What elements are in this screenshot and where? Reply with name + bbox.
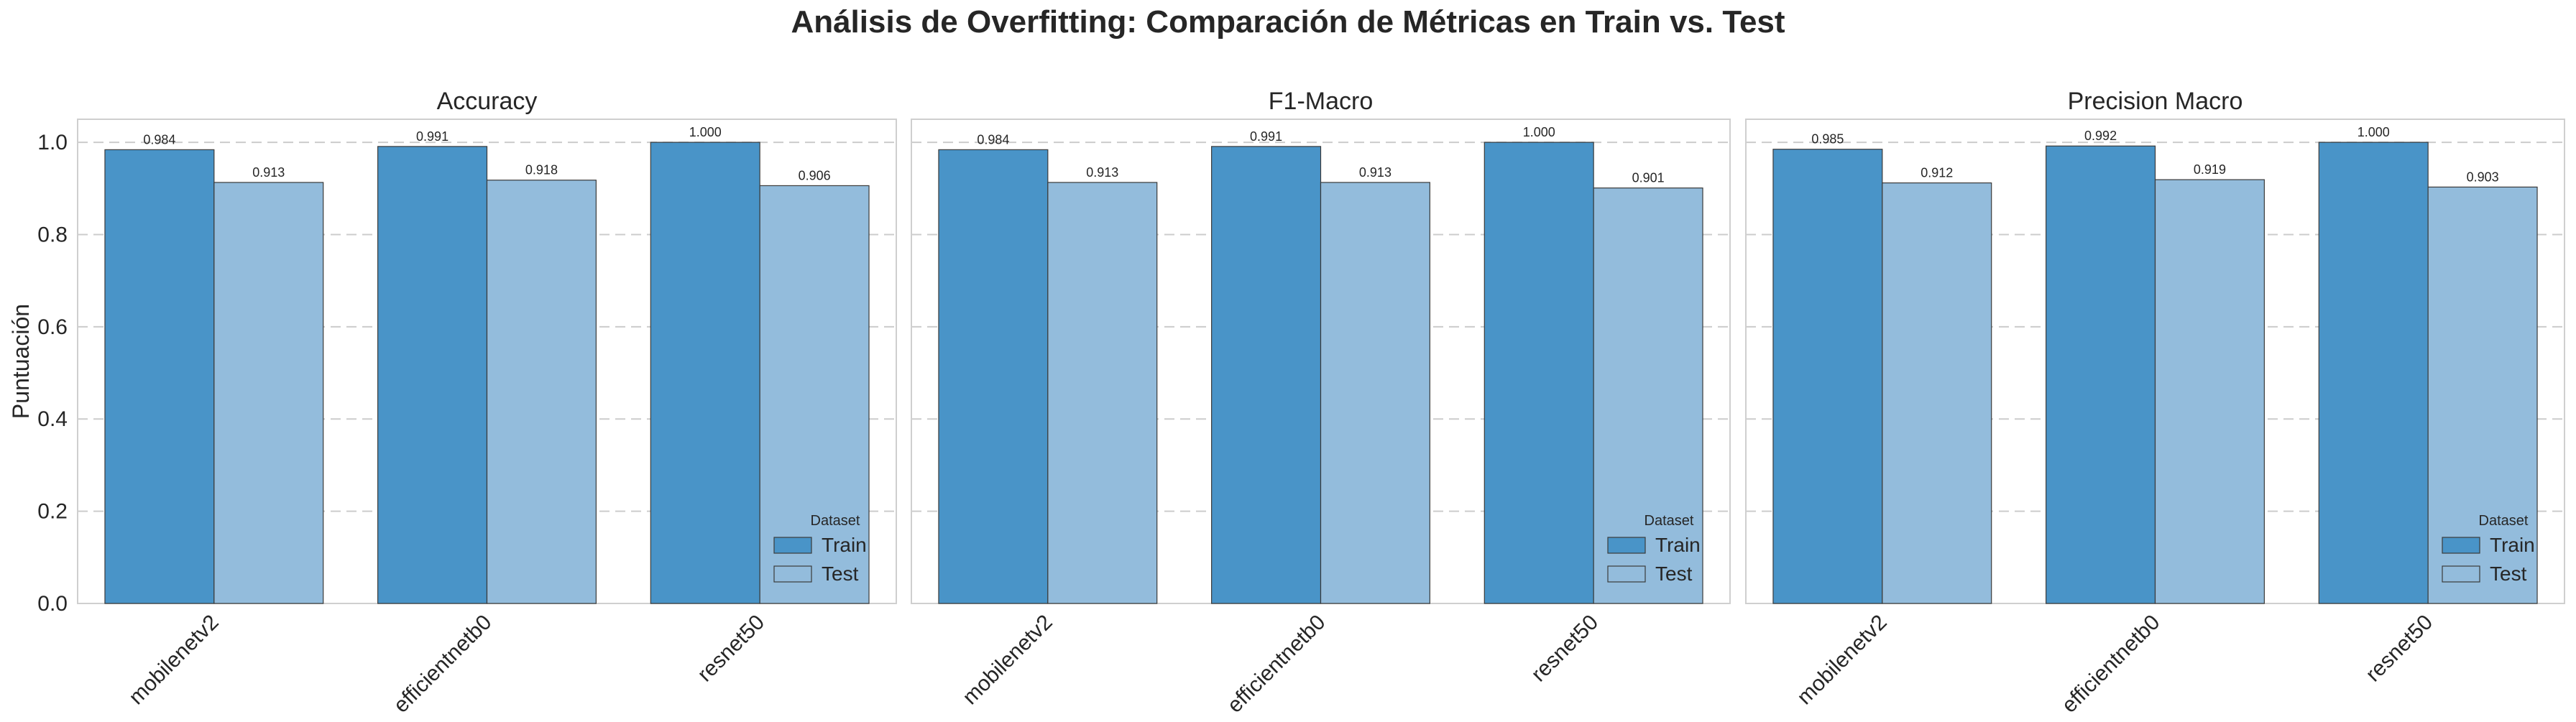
panel-3-bar-test-resnet50 bbox=[2427, 186, 2538, 604]
panel-2-data-label: 0.913 bbox=[1086, 165, 1118, 180]
panel-1-ytick-label: 0.2 bbox=[37, 500, 68, 524]
panel-2-bar-test-mobilenetv2 bbox=[1047, 182, 1158, 604]
panel-1-ytick-label: 0.6 bbox=[37, 315, 68, 339]
panel-1-legend-swatch-test bbox=[773, 565, 812, 583]
panel-1-legend-label-train: Train bbox=[822, 534, 867, 556]
panel-1-data-label: 0.906 bbox=[799, 168, 831, 182]
panel-3-xtick-label: resnet50 bbox=[2361, 611, 2437, 687]
panel-3-data-label: 0.903 bbox=[2467, 170, 2499, 184]
panel-1-bar-train-resnet50 bbox=[650, 142, 760, 604]
panel-2-legend-swatch-train bbox=[1607, 537, 1646, 554]
panel-1-ytick-label: 0.4 bbox=[37, 407, 68, 431]
panel-2-data-label: 0.901 bbox=[1632, 171, 1665, 185]
panel-3-legend-title: Dataset bbox=[2479, 513, 2529, 529]
panel-1-xtick-label: efficientnetb0 bbox=[389, 611, 496, 718]
panel-3-legend-label-test: Test bbox=[2490, 563, 2527, 585]
panel-2-bar-train-resnet50 bbox=[1484, 142, 1594, 604]
panel-3-legend-label-train: Train bbox=[2490, 534, 2535, 556]
panel-1-data-label: 0.913 bbox=[252, 165, 285, 180]
panel-2-bar-train-mobilenetv2 bbox=[938, 149, 1049, 604]
panel-3-data-label: 0.919 bbox=[2194, 162, 2226, 177]
panel-2-data-label: 0.991 bbox=[1250, 129, 1282, 144]
panel-1-xtick-label: resnet50 bbox=[693, 611, 769, 687]
panel-2-xtick-label: resnet50 bbox=[1527, 611, 1603, 687]
panel-1-title: Accuracy bbox=[437, 88, 538, 115]
panel-1-ytick-label: 0.0 bbox=[37, 592, 68, 616]
panel-1-xtick-label: mobilenetv2 bbox=[124, 611, 224, 710]
panel-2-legend-title: Dataset bbox=[1644, 513, 1694, 529]
panel-2-xtick-label: mobilenetv2 bbox=[958, 611, 1057, 710]
panel-3-bar-train-efficientnetb0 bbox=[2046, 145, 2156, 604]
panel-1-bar-test-resnet50 bbox=[759, 185, 870, 604]
panel-1-data-label: 0.918 bbox=[525, 163, 558, 177]
panel-1-bar-train-mobilenetv2 bbox=[104, 149, 215, 604]
panel-3-data-label: 1.000 bbox=[2358, 125, 2390, 139]
panel-2-data-label: 1.000 bbox=[1523, 125, 1555, 139]
panel-3-legend-swatch-train bbox=[2442, 537, 2480, 554]
panel-3-title: Precision Macro bbox=[2068, 88, 2243, 115]
panel-3-legend-swatch-test bbox=[2442, 565, 2480, 583]
figure-title: Análisis de Overfitting: Comparación de … bbox=[791, 4, 1785, 40]
y-axis-label: Puntuación bbox=[8, 304, 34, 419]
panel-2-bar-test-efficientnetb0 bbox=[1320, 182, 1430, 604]
panel-1-data-label: 1.000 bbox=[689, 125, 722, 139]
panel-1-data-label: 0.984 bbox=[143, 132, 175, 147]
panel-2-data-label: 0.984 bbox=[977, 132, 1009, 147]
panel-2-legend-swatch-test bbox=[1607, 565, 1646, 583]
panel-2-xtick-label: efficientnetb0 bbox=[1223, 611, 1330, 718]
panel-3-bar-test-efficientnetb0 bbox=[2154, 179, 2265, 604]
panel-1-data-label: 0.991 bbox=[416, 129, 448, 144]
panel-3-data-label: 0.985 bbox=[1811, 132, 1844, 147]
panel-3-bar-train-resnet50 bbox=[2318, 142, 2429, 604]
panel-2-legend-label-train: Train bbox=[1655, 534, 1701, 556]
panel-1-bar-test-mobilenetv2 bbox=[213, 182, 324, 604]
panel-1-ytick-label: 1.0 bbox=[37, 131, 68, 154]
panel-3-data-label: 0.912 bbox=[1920, 166, 1953, 180]
panel-3-bar-train-mobilenetv2 bbox=[1772, 149, 1883, 604]
panel-1-legend-title: Dataset bbox=[811, 513, 860, 529]
panel-3-bar-test-mobilenetv2 bbox=[1882, 182, 1992, 604]
panel-3-data-label: 0.992 bbox=[2084, 129, 2117, 143]
panel-1-bar-train-efficientnetb0 bbox=[377, 146, 488, 604]
panel-1-legend-label-test: Test bbox=[822, 563, 859, 585]
panel-3-xtick-label: efficientnetb0 bbox=[2057, 611, 2164, 718]
panel-1-ytick-label: 0.8 bbox=[37, 223, 68, 246]
panel-2-legend-label-test: Test bbox=[1655, 563, 1693, 585]
panel-2-bar-train-efficientnetb0 bbox=[1211, 146, 1322, 604]
panel-2-title: F1-Macro bbox=[1269, 88, 1373, 115]
panel-2-data-label: 0.913 bbox=[1359, 165, 1392, 180]
panel-3-xtick-label: mobilenetv2 bbox=[1793, 611, 1892, 710]
panel-1-legend-swatch-train bbox=[773, 537, 812, 554]
panel-1-bar-test-efficientnetb0 bbox=[486, 180, 597, 604]
panel-2-bar-test-resnet50 bbox=[1593, 188, 1703, 604]
